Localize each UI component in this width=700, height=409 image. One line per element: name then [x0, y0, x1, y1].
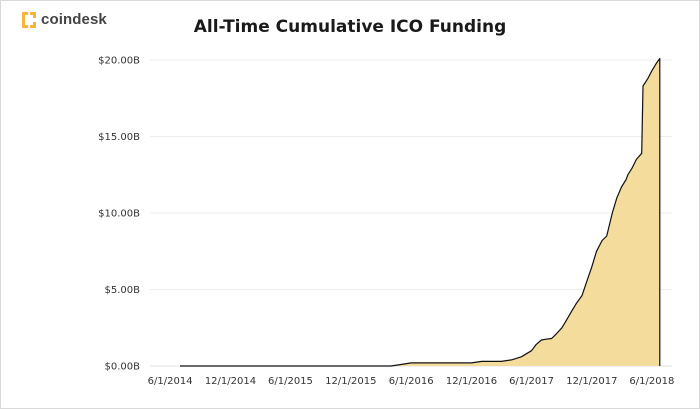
y-tick-label: $20.00B — [98, 56, 140, 67]
y-axis: $0.00B $5.00B $10.00B $15.00B $20.00B — [98, 56, 140, 373]
y-tick-label: $5.00B — [105, 285, 141, 296]
plot-area — [180, 57, 661, 367]
x-tick-label: 12/1/2015 — [325, 376, 376, 387]
y-tick-label: $15.00B — [98, 132, 140, 143]
y-tick-label: $0.00B — [105, 362, 141, 373]
x-tick-label: 6/1/2014 — [148, 376, 193, 387]
x-tick-label: 6/1/2018 — [629, 376, 674, 387]
x-tick-label: 6/1/2017 — [509, 376, 554, 387]
brand-logo[interactable]: coindesk — [22, 11, 107, 28]
x-tick-label: 12/1/2014 — [205, 376, 256, 387]
chart-title: All-Time Cumulative ICO Funding — [193, 17, 507, 37]
x-tick-label: 6/1/2016 — [389, 376, 434, 387]
x-tick-label: 6/1/2015 — [268, 376, 313, 387]
coindesk-logo-icon — [22, 11, 36, 28]
y-tick-label: $10.00B — [98, 209, 140, 220]
x-axis: 6/1/2014 12/1/2014 6/1/2015 12/1/2015 6/1/20… — [148, 376, 675, 387]
series-area-fill — [180, 58, 660, 366]
x-tick-label: 12/1/2017 — [566, 376, 617, 387]
brand-name: coindesk — [41, 11, 107, 28]
series-line — [180, 57, 661, 367]
x-tick-label: 12/1/2016 — [446, 376, 497, 387]
